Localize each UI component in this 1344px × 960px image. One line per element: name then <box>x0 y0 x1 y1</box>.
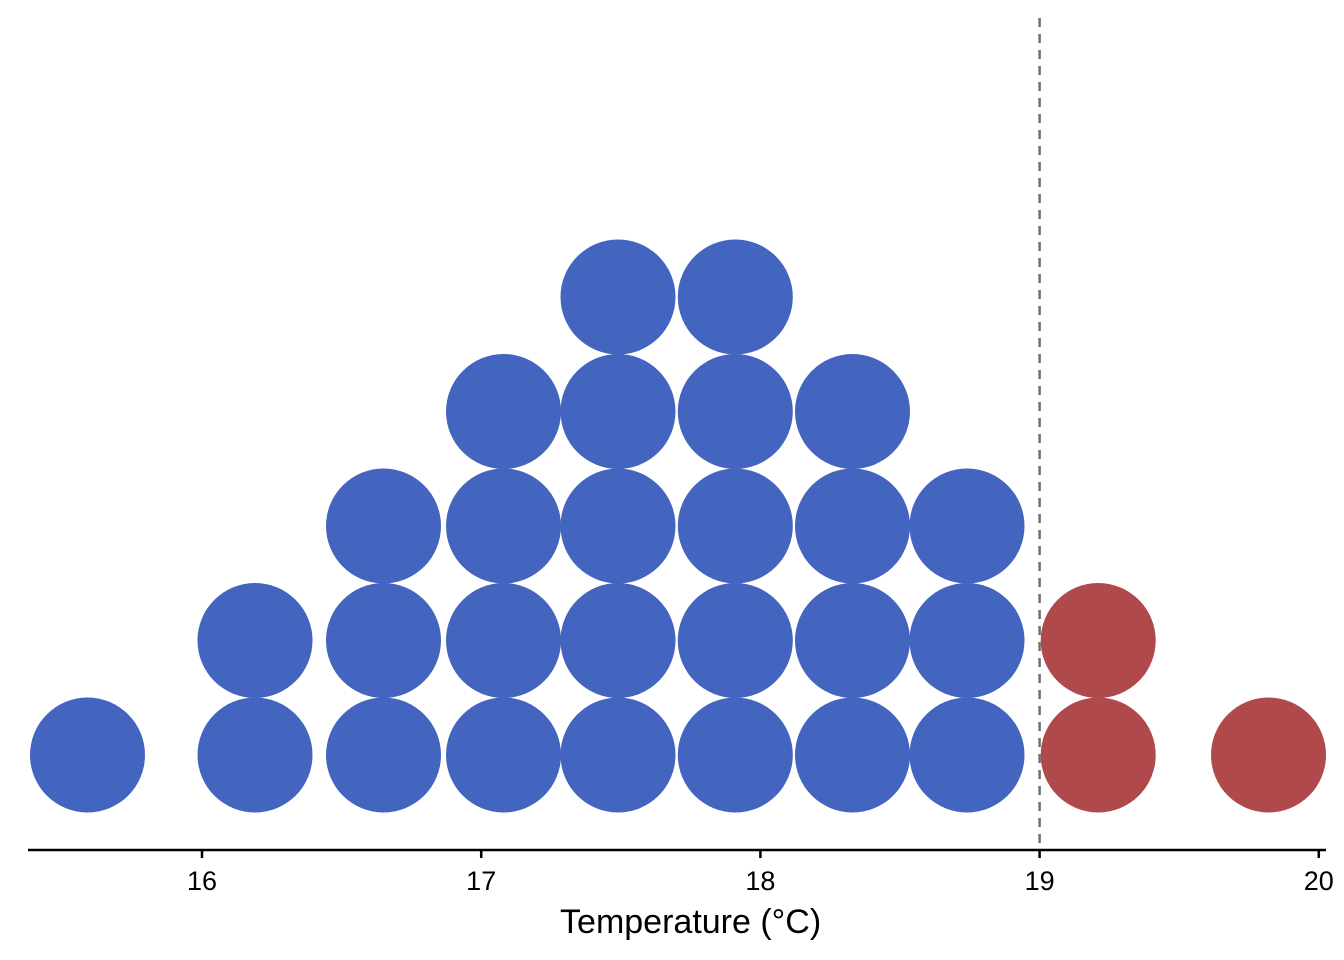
dot-5-1 <box>677 583 793 698</box>
x-tick-label-0: 16 <box>187 866 217 896</box>
dot-2-1 <box>326 583 441 698</box>
x-axis-ticks: 16 17 18 19 20 <box>187 850 1334 896</box>
x-tick-label-4: 20 <box>1304 866 1334 896</box>
x-tick-label-1: 17 <box>466 866 496 896</box>
dot-4-4 <box>560 239 676 355</box>
dot-8-1 <box>1040 583 1156 698</box>
dot-2-2 <box>326 468 441 584</box>
dot-5-3 <box>677 354 793 469</box>
dot-3-0 <box>446 697 561 813</box>
dot-0-0 <box>30 697 145 813</box>
dot-1-0 <box>197 697 313 813</box>
dot-5-0 <box>677 697 793 813</box>
dot-1-1 <box>197 583 313 698</box>
dot-7-1 <box>909 583 1025 698</box>
dot-5-4 <box>677 239 793 355</box>
dot-4-1 <box>560 583 676 698</box>
dot-4-0 <box>560 697 676 813</box>
dot-5-2 <box>677 468 793 584</box>
dot-7-2 <box>909 468 1025 584</box>
dot-2-0 <box>326 697 441 813</box>
x-tick-label-2: 18 <box>745 866 775 896</box>
dot-6-3 <box>795 354 910 469</box>
x-tick-label-3: 19 <box>1025 866 1055 896</box>
dot-4-2 <box>560 468 676 584</box>
dot-6-2 <box>795 468 910 584</box>
x-axis-title: Temperature (°C) <box>560 903 821 941</box>
dot-8-0 <box>1040 697 1156 813</box>
dot-7-0 <box>909 697 1025 813</box>
dots-layer <box>30 239 1326 813</box>
dot-4-3 <box>560 354 676 469</box>
dot-6-0 <box>795 697 910 813</box>
dot-3-1 <box>446 583 561 698</box>
dot-9-0 <box>1211 697 1326 813</box>
dot-6-1 <box>795 583 910 698</box>
dot-3-2 <box>446 468 561 584</box>
dot-3-3 <box>446 354 561 469</box>
